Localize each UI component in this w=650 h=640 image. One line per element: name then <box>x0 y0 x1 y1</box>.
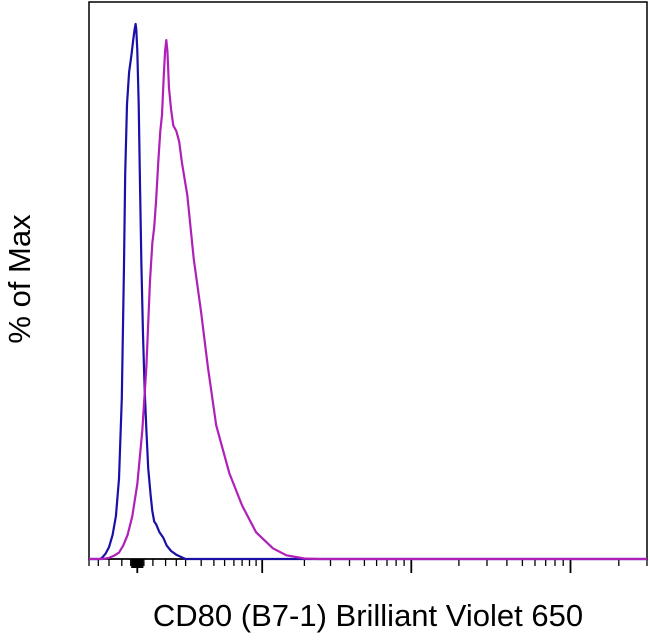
y-axis-label: % of Max <box>2 214 37 344</box>
series-line-2 <box>89 39 647 561</box>
plot-frame <box>88 1 648 560</box>
x-axis-label: CD80 (B7-1) Brilliant Violet 650 <box>153 598 583 633</box>
x-axis-ticks <box>88 559 648 573</box>
series-line-1 <box>89 22 647 561</box>
series-layer <box>89 22 647 561</box>
